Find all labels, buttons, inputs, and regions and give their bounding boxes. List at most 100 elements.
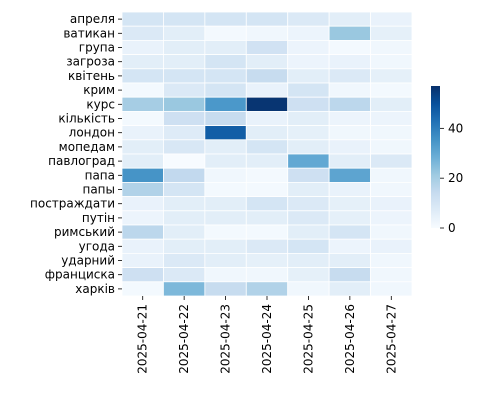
heatmap-cell — [370, 181, 413, 197]
colorbar: 0 20 40 — [431, 86, 463, 235]
heatmap-cell — [245, 40, 289, 56]
heatmap-cell — [287, 153, 330, 169]
heatmap-cell — [163, 281, 206, 297]
heatmap-cell — [121, 252, 164, 268]
heatmap-cell — [121, 224, 164, 240]
row-label: мопедам — [59, 140, 115, 154]
row-label: квітень — [68, 69, 115, 83]
heatmap-cell — [245, 111, 289, 127]
column-label: 2025-04-25 — [301, 304, 315, 374]
heatmap-cell — [121, 96, 164, 112]
heatmap-cell — [204, 82, 247, 98]
heatmap-cell — [328, 153, 371, 169]
heatmap-cell — [287, 139, 330, 155]
column-label: 2025-04-24 — [260, 304, 274, 374]
heatmap-cell — [370, 40, 413, 56]
row-label: харків — [75, 282, 115, 296]
heatmap-cell — [204, 68, 247, 84]
heatmap-cell — [328, 238, 371, 254]
row-labels: апреляватикангрупазагрозаквітенькримкурс… — [30, 12, 122, 296]
heatmap-cell — [287, 54, 330, 70]
heatmap-cell — [370, 238, 413, 254]
heatmap-cell — [204, 196, 247, 212]
heatmap-cell — [328, 125, 371, 141]
heatmap-cell — [163, 210, 206, 226]
heatmap-cell — [204, 111, 247, 127]
heatmap-cell — [245, 82, 289, 98]
heatmap-cell — [370, 167, 413, 183]
heatmap-cell — [370, 210, 413, 226]
heatmap-cell — [328, 40, 371, 56]
heatmap-cell — [328, 54, 371, 70]
heatmap-cell — [370, 153, 413, 169]
heatmap-cell — [121, 11, 164, 27]
heatmap-cell — [163, 153, 206, 169]
row-label: папы — [82, 183, 115, 197]
column-labels: 2025-04-21 2025-04-22 2025-04-23 2025-04-24… — [136, 296, 398, 374]
heatmap-cell — [287, 252, 330, 268]
heatmap-cell — [204, 96, 247, 112]
heatmap-cell — [163, 25, 206, 41]
heatmap-cell — [328, 11, 371, 27]
colorbar-tick-label: 20 — [448, 171, 463, 185]
heatmap-cell — [328, 111, 371, 127]
heatmap-cells — [121, 11, 413, 297]
heatmap-cell — [204, 54, 247, 70]
heatmap-cell — [245, 54, 289, 70]
row-label: лондон — [69, 126, 115, 140]
heatmap-cell — [370, 252, 413, 268]
row-label: папа — [85, 168, 115, 182]
heatmap-cell — [245, 167, 289, 183]
heatmap-cell — [328, 224, 371, 240]
heatmap-cell — [163, 54, 206, 70]
row-label: курс — [86, 97, 115, 111]
heatmap-cell — [163, 181, 206, 197]
heatmap-cell — [245, 153, 289, 169]
heatmap-cell — [163, 82, 206, 98]
heatmap-cell — [287, 25, 330, 41]
heatmap-cell — [163, 96, 206, 112]
heatmap-cell — [121, 281, 164, 297]
heatmap-cell — [370, 125, 413, 141]
heatmap-cell — [287, 68, 330, 84]
heatmap-cell — [204, 139, 247, 155]
heatmap-cell — [163, 40, 206, 56]
heatmap-cell — [204, 167, 247, 183]
heatmap-cell — [163, 167, 206, 183]
heatmap-cell — [370, 82, 413, 98]
row-label: постраждати — [30, 197, 115, 211]
row-label: загроза — [66, 55, 115, 69]
heatmap-cell — [370, 11, 413, 27]
heatmap-cell — [370, 96, 413, 112]
column-label: 2025-04-21 — [136, 304, 150, 374]
heatmap-cell — [204, 11, 247, 27]
heatmap-cell — [121, 167, 164, 183]
heatmap-cell — [204, 252, 247, 268]
heatmap-cell — [328, 210, 371, 226]
heatmap-cell — [328, 196, 371, 212]
heatmap-cell — [163, 68, 206, 84]
colorbar-gradient — [431, 86, 440, 228]
row-label: крим — [83, 83, 115, 97]
heatmap-cell — [121, 153, 164, 169]
column-label: 2025-04-22 — [177, 304, 191, 374]
heatmap-cell — [328, 252, 371, 268]
row-label: група — [79, 41, 115, 55]
heatmap-cell — [204, 125, 247, 141]
heatmap-cell — [370, 68, 413, 84]
column-label: 2025-04-26 — [343, 304, 357, 374]
heatmap-cell — [121, 54, 164, 70]
heatmap-cell — [287, 181, 330, 197]
row-label: кількість — [58, 112, 115, 126]
heatmap-cell — [370, 267, 413, 283]
heatmap-cell — [245, 25, 289, 41]
heatmap-cell — [370, 111, 413, 127]
heatmap-cell — [121, 125, 164, 141]
heatmap-cell — [163, 267, 206, 283]
heatmap-cell — [121, 82, 164, 98]
heatmap-cell — [121, 25, 164, 41]
heatmap-cell — [287, 125, 330, 141]
heatmap-cell — [328, 25, 371, 41]
heatmap-cell — [287, 238, 330, 254]
